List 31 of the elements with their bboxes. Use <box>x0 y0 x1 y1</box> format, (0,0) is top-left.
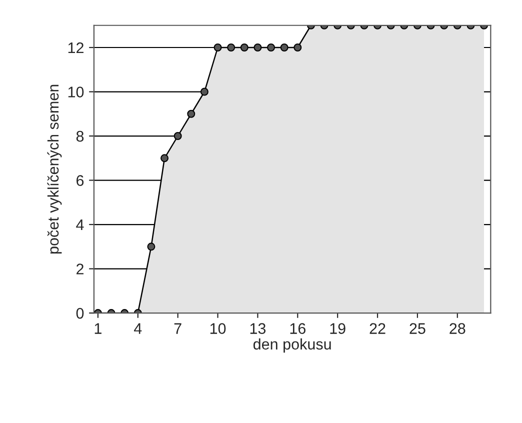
y-tick-label: 6 <box>76 175 84 186</box>
point <box>240 44 248 52</box>
x-tick-label: 25 <box>410 323 426 334</box>
y-tick-label: 8 <box>76 130 84 142</box>
point <box>160 154 169 162</box>
point <box>200 88 208 96</box>
y-tick-label: 12 <box>68 42 84 54</box>
x-tick-label: 22 <box>370 323 386 334</box>
y-tick-label: 0 <box>76 308 84 319</box>
x-tick-label: 7 <box>174 323 182 334</box>
x-tick-label: 13 <box>250 323 266 334</box>
x-tick-label: 4 <box>134 323 142 334</box>
point <box>187 110 196 118</box>
point <box>227 44 236 52</box>
point <box>294 44 302 52</box>
y-tick-label: 10 <box>68 86 84 98</box>
point <box>254 44 262 52</box>
x-axis-title: den pokusu <box>253 338 331 353</box>
point <box>174 132 182 140</box>
y-tick-label: 2 <box>76 264 84 274</box>
x-tick-label: 1 <box>94 323 102 334</box>
point <box>214 44 222 52</box>
point <box>280 44 288 52</box>
x-tick-label: 19 <box>330 323 346 334</box>
y-tick-label: 4 <box>76 220 84 230</box>
x-tick-label: 10 <box>210 323 226 334</box>
point <box>267 44 276 52</box>
x-tick-label: 28 <box>450 323 466 334</box>
x-tick-label: 16 <box>290 323 306 334</box>
y-axis-title: počet vyklíčených semen <box>47 84 62 254</box>
point <box>147 242 156 251</box>
